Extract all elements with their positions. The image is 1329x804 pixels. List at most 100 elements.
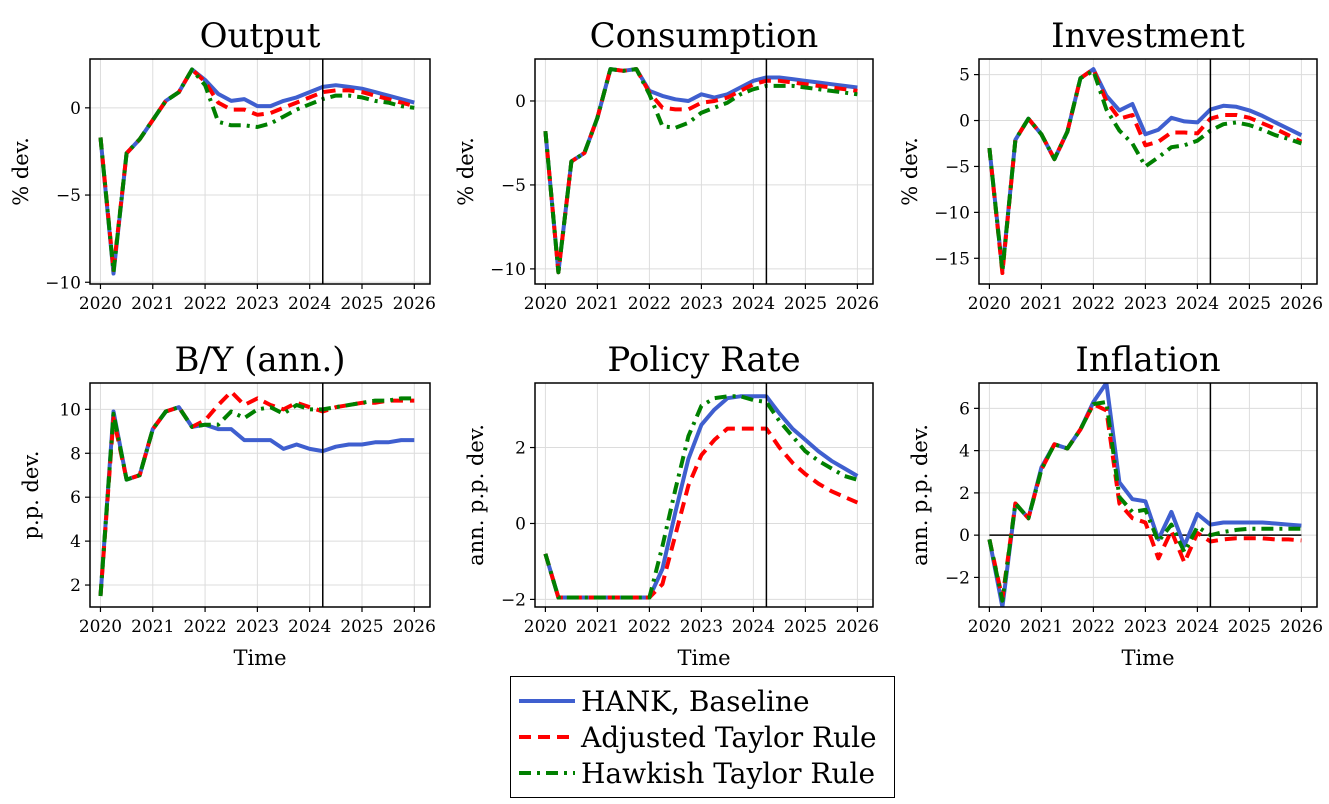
y-tick-label: 2 [515,439,526,459]
legend-label: Hawkish Taylor Rule [581,756,876,790]
panel-title: Policy Rate [607,340,800,380]
axes-frame [978,58,1318,285]
x-tick-label: 2020 [79,294,122,314]
y-tick-label: 4 [70,532,81,552]
x-tick-label: 2026 [1280,294,1323,314]
x-tick-label: 2025 [1228,617,1271,637]
x-tick-label: 2024 [1176,294,1219,314]
series-line-hawkish-taylor-rule [543,394,858,600]
axes-frame [89,382,431,608]
y-axis-label: % dev. [898,137,922,206]
x-tick-label: 2020 [524,617,567,637]
panel-title: B/Y (ann.) [174,340,345,380]
series-line-adjusted-taylor-rule [98,67,415,272]
x-tick-label: 2023 [236,294,279,314]
legend-item-baseline: HANK, Baseline [517,683,810,719]
x-tick-label: 2021 [1020,294,1063,314]
x-tick-label: 2026 [1280,617,1323,637]
x-tick-label: 2026 [393,617,436,637]
x-axis-label: Time [233,646,286,670]
y-tick-label: 0 [70,99,81,119]
x-tick-label: 2023 [1124,294,1167,314]
legend-line-baseline-icon [519,699,575,703]
x-axis-label: Time [1121,646,1174,670]
panel-investment: 2020 2021 2022 2023 2024 2025 2026 −15 −10 −5 0 5 In… [898,16,1323,314]
legend-item-adjusted: Adjusted Taylor Rule [517,719,877,755]
x-tick-label: 2025 [784,617,827,637]
y-axis-label: ann. p.p. dev. [908,424,932,566]
x-tick-label: 2020 [968,617,1011,637]
x-tick-label: 2022 [1072,294,1115,314]
y-tick-label: 6 [70,488,81,508]
panel-inflation: 2020 2021 2022 2023 2024 2025 2026 −2 0 2 4 6 Inflat… [908,340,1323,670]
y-tick-label: −2 [945,568,970,588]
y-tick-label: −10 [934,203,970,223]
x-tick-label: 2026 [836,617,879,637]
y-tick-label: −10 [45,273,81,293]
axes-frame [534,382,874,608]
y-axis-label: % dev. [454,137,478,206]
y-tick-label: 0 [515,514,526,534]
x-tick-label: 2026 [393,294,436,314]
x-tick-label: 2022 [183,294,226,314]
x-tick-label: 2024 [288,294,331,314]
x-tick-label: 2020 [79,617,122,637]
y-tick-label: 6 [959,399,970,419]
x-tick-label: 2024 [732,617,775,637]
x-tick-label: 2024 [732,294,775,314]
legend-line-hawkish-icon [519,771,575,775]
y-tick-label: 2 [959,484,970,504]
x-tick-label: 2023 [1124,617,1167,637]
panel-output: 2020 2021 2022 2023 2024 2025 2026 −10 −5 0 Output… [9,16,436,314]
x-tick-label: 2021 [576,617,619,637]
x-tick-label: 2022 [628,294,671,314]
y-axis-label: ann. p.p. dev. [464,424,488,566]
x-tick-label: 2022 [183,617,226,637]
axes-frame [89,58,431,285]
y-tick-label: 10 [59,400,81,420]
x-tick-label: 2024 [1176,617,1219,637]
series-line-adjusted-taylor-rule [987,402,1302,601]
panel-title: Output [200,16,321,56]
series-line-hawkish-taylor-rule [98,67,415,274]
y-tick-label: −5 [56,186,81,206]
panel-title: Investment [1051,16,1245,56]
x-tick-label: 2026 [836,294,879,314]
x-tick-label: 2020 [524,294,567,314]
axes-frame [534,58,874,285]
x-tick-label: 2021 [131,294,174,314]
x-tick-label: 2023 [680,617,723,637]
x-tick-label: 2023 [236,617,279,637]
y-tick-label: −2 [501,590,526,610]
y-tick-label: −5 [945,157,970,177]
panel-b-y-ann-: 2020 2021 2022 2023 2024 2025 2026 2 4 6 8 10 B/Y (a… [19,340,436,670]
y-axis-label: % dev. [9,137,33,206]
panel-title: Consumption [590,16,819,56]
series-line-hank-baseline [98,405,415,597]
x-tick-label: 2021 [576,294,619,314]
series-line-hawkish-taylor-rule [543,67,858,275]
legend-label: HANK, Baseline [581,684,810,718]
y-tick-label: 8 [70,444,81,464]
panel-consumption: 2020 2021 2022 2023 2024 2025 2026 −10 −5 0 Consum… [454,16,879,314]
legend-label: Adjusted Taylor Rule [581,720,877,754]
axes-frame [978,382,1318,608]
x-tick-label: 2020 [968,294,1011,314]
y-tick-label: 0 [959,526,970,546]
series-line-hawkish-taylor-rule [987,400,1302,603]
x-tick-label: 2022 [628,617,671,637]
y-tick-label: −5 [501,176,526,196]
x-tick-label: 2024 [288,617,331,637]
y-tick-label: 0 [515,92,526,112]
y-tick-label: 5 [959,66,970,86]
x-tick-label: 2025 [1228,294,1271,314]
y-tick-label: −10 [490,260,526,280]
x-tick-label: 2023 [680,294,723,314]
x-tick-label: 2022 [1072,617,1115,637]
legend-item-hawkish: Hawkish Taylor Rule [517,755,875,791]
panel-title: Inflation [1075,340,1220,380]
x-tick-label: 2025 [340,294,383,314]
x-tick-label: 2025 [784,294,827,314]
legend-line-adjusted-icon [519,735,575,739]
